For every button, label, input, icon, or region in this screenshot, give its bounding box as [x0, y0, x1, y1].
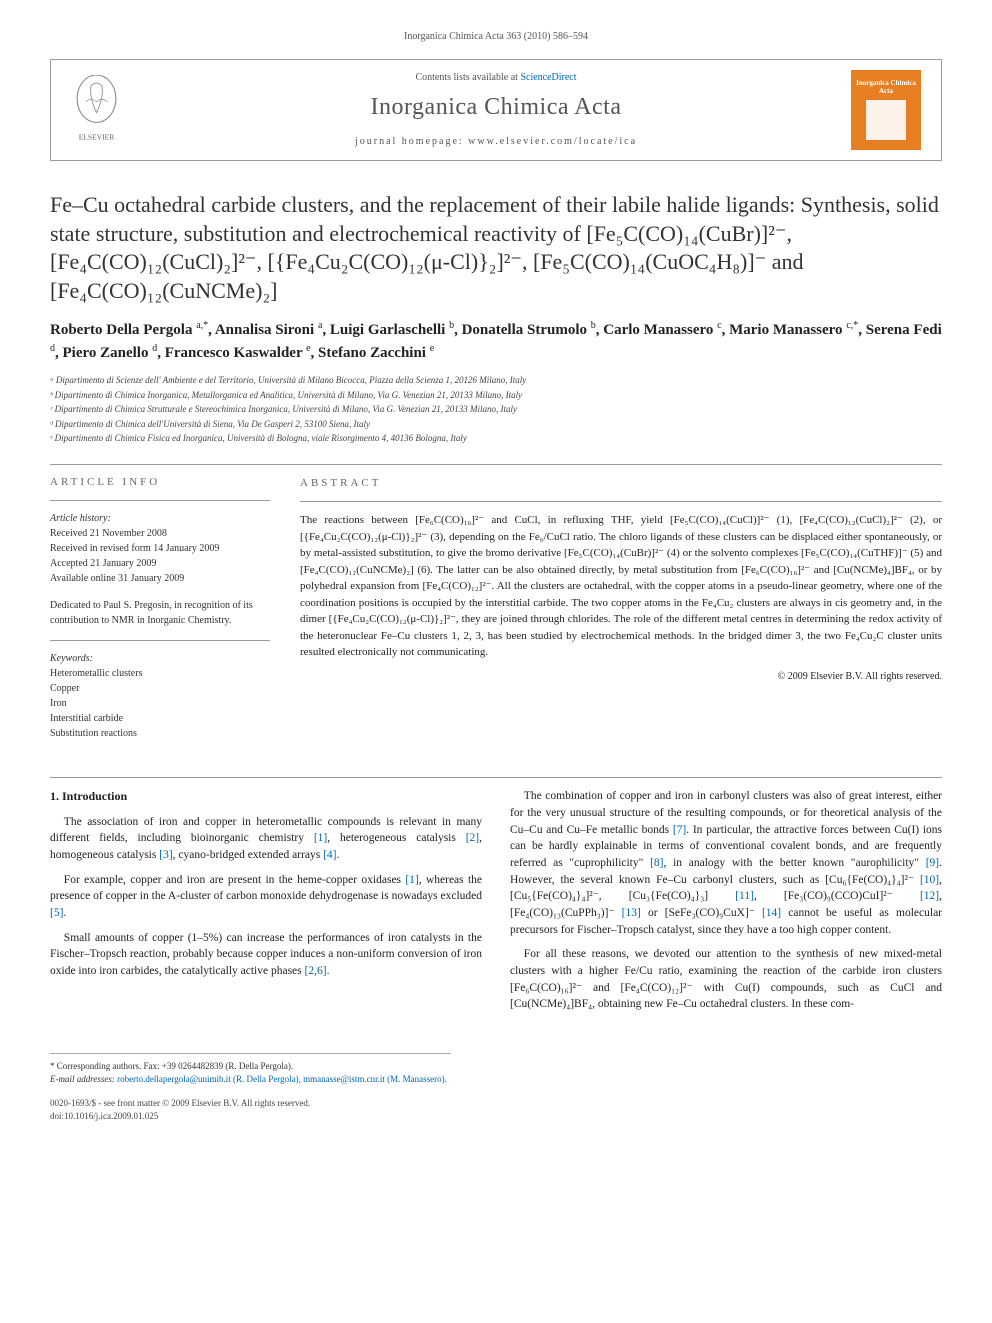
body-paragraph: The association of iron and copper in he…: [50, 814, 482, 864]
keywords-label: Keywords:: [50, 651, 270, 666]
article-history: Article history: Received 21 November 20…: [50, 511, 270, 586]
citation-ref[interactable]: [10]: [920, 874, 939, 886]
article-info-heading: ARTICLE INFO: [50, 475, 270, 490]
article-info-column: ARTICLE INFO Article history: Received 2…: [50, 475, 270, 753]
keywords-block: Keywords: Heterometallic clusters Copper…: [50, 651, 270, 741]
divider: [50, 777, 942, 778]
homepage-line: journal homepage: www.elsevier.com/locat…: [151, 135, 841, 149]
running-header: Inorganica Chimica Acta 363 (2010) 586–5…: [50, 30, 942, 44]
info-abstract-row: ARTICLE INFO Article history: Received 2…: [50, 475, 942, 753]
homepage-prefix: journal homepage:: [355, 136, 468, 147]
contents-prefix: Contents lists available at: [415, 72, 520, 83]
keyword: Heterometallic clusters: [50, 666, 270, 681]
divider: [50, 464, 942, 465]
divider: [50, 640, 270, 641]
citation-ref[interactable]: [4]: [323, 849, 336, 861]
body-text: 1. Introduction The association of iron …: [50, 788, 942, 1013]
email-label: E-mail addresses:: [50, 1074, 115, 1084]
abstract-text: The reactions between [Fe₆C(CO)₁₆]²⁻ and…: [300, 512, 942, 661]
section-heading: 1. Introduction: [50, 788, 482, 805]
email-line: E-mail addresses: roberto.dellapergola@u…: [50, 1073, 451, 1086]
abstract-copyright: © 2009 Elsevier B.V. All rights reserved…: [300, 669, 942, 684]
history-line: Accepted 21 January 2009: [50, 556, 270, 571]
divider: [50, 500, 270, 501]
citation-ref[interactable]: [5]: [50, 907, 63, 919]
citation-ref[interactable]: [3]: [159, 849, 172, 861]
citation-ref[interactable]: [8]: [650, 857, 663, 869]
citation-ref[interactable]: [2,6]: [305, 965, 327, 977]
elsevier-logo: ELSEVIER: [61, 70, 131, 150]
email-addresses[interactable]: roberto.dellapergola@unimib.it (R. Della…: [117, 1074, 447, 1084]
citation-ref[interactable]: [14]: [762, 907, 781, 919]
keyword: Iron: [50, 696, 270, 711]
keyword: Substitution reactions: [50, 726, 270, 741]
body-paragraph: The combination of copper and iron in ca…: [510, 788, 942, 938]
affiliation: ᵈ Dipartimento di Chimica dell'Universit…: [50, 418, 942, 432]
keyword: Interstitial carbide: [50, 711, 270, 726]
journal-name: Inorganica Chimica Acta: [151, 91, 841, 125]
abstract-column: ABSTRACT The reactions between [Fe₆C(CO)…: [300, 475, 942, 753]
affiliation: ᵃ Dipartimento di Scienze dell' Ambiente…: [50, 374, 942, 388]
citation-ref[interactable]: [7]: [673, 824, 686, 836]
doi: doi:10.1016/j.ica.2009.01.025: [50, 1110, 942, 1123]
masthead-center: Contents lists available at ScienceDirec…: [151, 71, 841, 149]
citation-ref[interactable]: [1]: [314, 832, 327, 844]
citation-ref[interactable]: [13]: [622, 907, 641, 919]
issn-copyright: 0020-1693/$ - see front matter © 2009 El…: [50, 1097, 942, 1110]
citation-ref[interactable]: [2]: [466, 832, 479, 844]
history-line: Available online 31 January 2009: [50, 571, 270, 586]
dedication: Dedicated to Paul S. Pregosin, in recogn…: [50, 598, 270, 628]
citation-ref[interactable]: [1]: [405, 874, 418, 886]
bottom-publication-line: 0020-1693/$ - see front matter © 2009 El…: [50, 1097, 942, 1122]
citation-ref[interactable]: [11]: [735, 890, 754, 902]
affiliation: ᶜ Dipartimento di Chimica Strutturale e …: [50, 403, 942, 417]
keyword: Copper: [50, 681, 270, 696]
cover-title: Inorganica Chimica Acta: [855, 80, 917, 95]
authors-list: Roberto Della Pergola a,*, Annalisa Siro…: [50, 319, 942, 364]
journal-cover-thumb: Inorganica Chimica Acta: [851, 70, 921, 150]
corresponding-author-note: * Corresponding authors. Fax: +39 026448…: [50, 1060, 451, 1073]
divider: [300, 501, 942, 502]
history-line: Received 21 November 2008: [50, 526, 270, 541]
history-line: Received in revised form 14 January 2009: [50, 541, 270, 556]
abstract-heading: ABSTRACT: [300, 475, 942, 492]
affiliations: ᵃ Dipartimento di Scienze dell' Ambiente…: [50, 374, 942, 446]
homepage-url[interactable]: www.elsevier.com/locate/ica: [468, 136, 637, 147]
body-paragraph: Small amounts of copper (1–5%) can incre…: [50, 930, 482, 980]
history-label: Article history:: [50, 511, 270, 526]
body-paragraph: For all these reasons, we devoted our at…: [510, 946, 942, 1013]
sciencedirect-link[interactable]: ScienceDirect: [520, 72, 576, 83]
body-paragraph: For example, copper and iron are present…: [50, 872, 482, 922]
cover-graphic: [866, 100, 906, 140]
citation-ref[interactable]: [9]: [926, 857, 939, 869]
citation-ref[interactable]: [12]: [920, 890, 939, 902]
footer-notes: * Corresponding authors. Fax: +39 026448…: [50, 1053, 451, 1085]
affiliation: ᵇ Dipartimento di Chimica Inorganica, Me…: [50, 389, 942, 403]
contents-available-line: Contents lists available at ScienceDirec…: [151, 71, 841, 85]
article-title: Fe–Cu octahedral carbide clusters, and t…: [50, 191, 942, 305]
svg-text:ELSEVIER: ELSEVIER: [78, 133, 114, 142]
masthead: ELSEVIER Contents lists available at Sci…: [50, 59, 942, 161]
affiliation: ᵉ Dipartimento di Chimica Fisica ed Inor…: [50, 432, 942, 446]
